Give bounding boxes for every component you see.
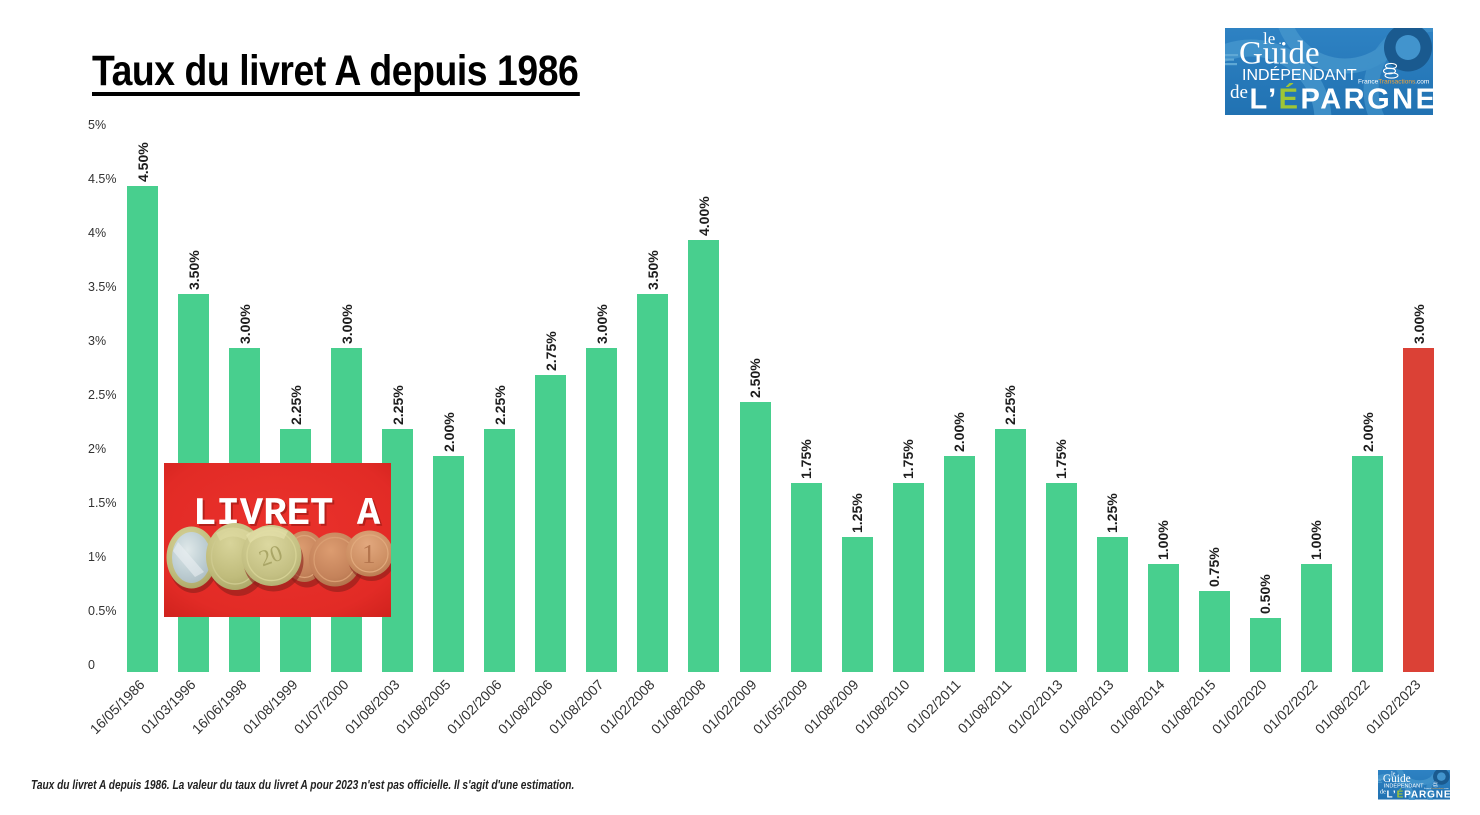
- svg-text:1: 1: [362, 539, 376, 569]
